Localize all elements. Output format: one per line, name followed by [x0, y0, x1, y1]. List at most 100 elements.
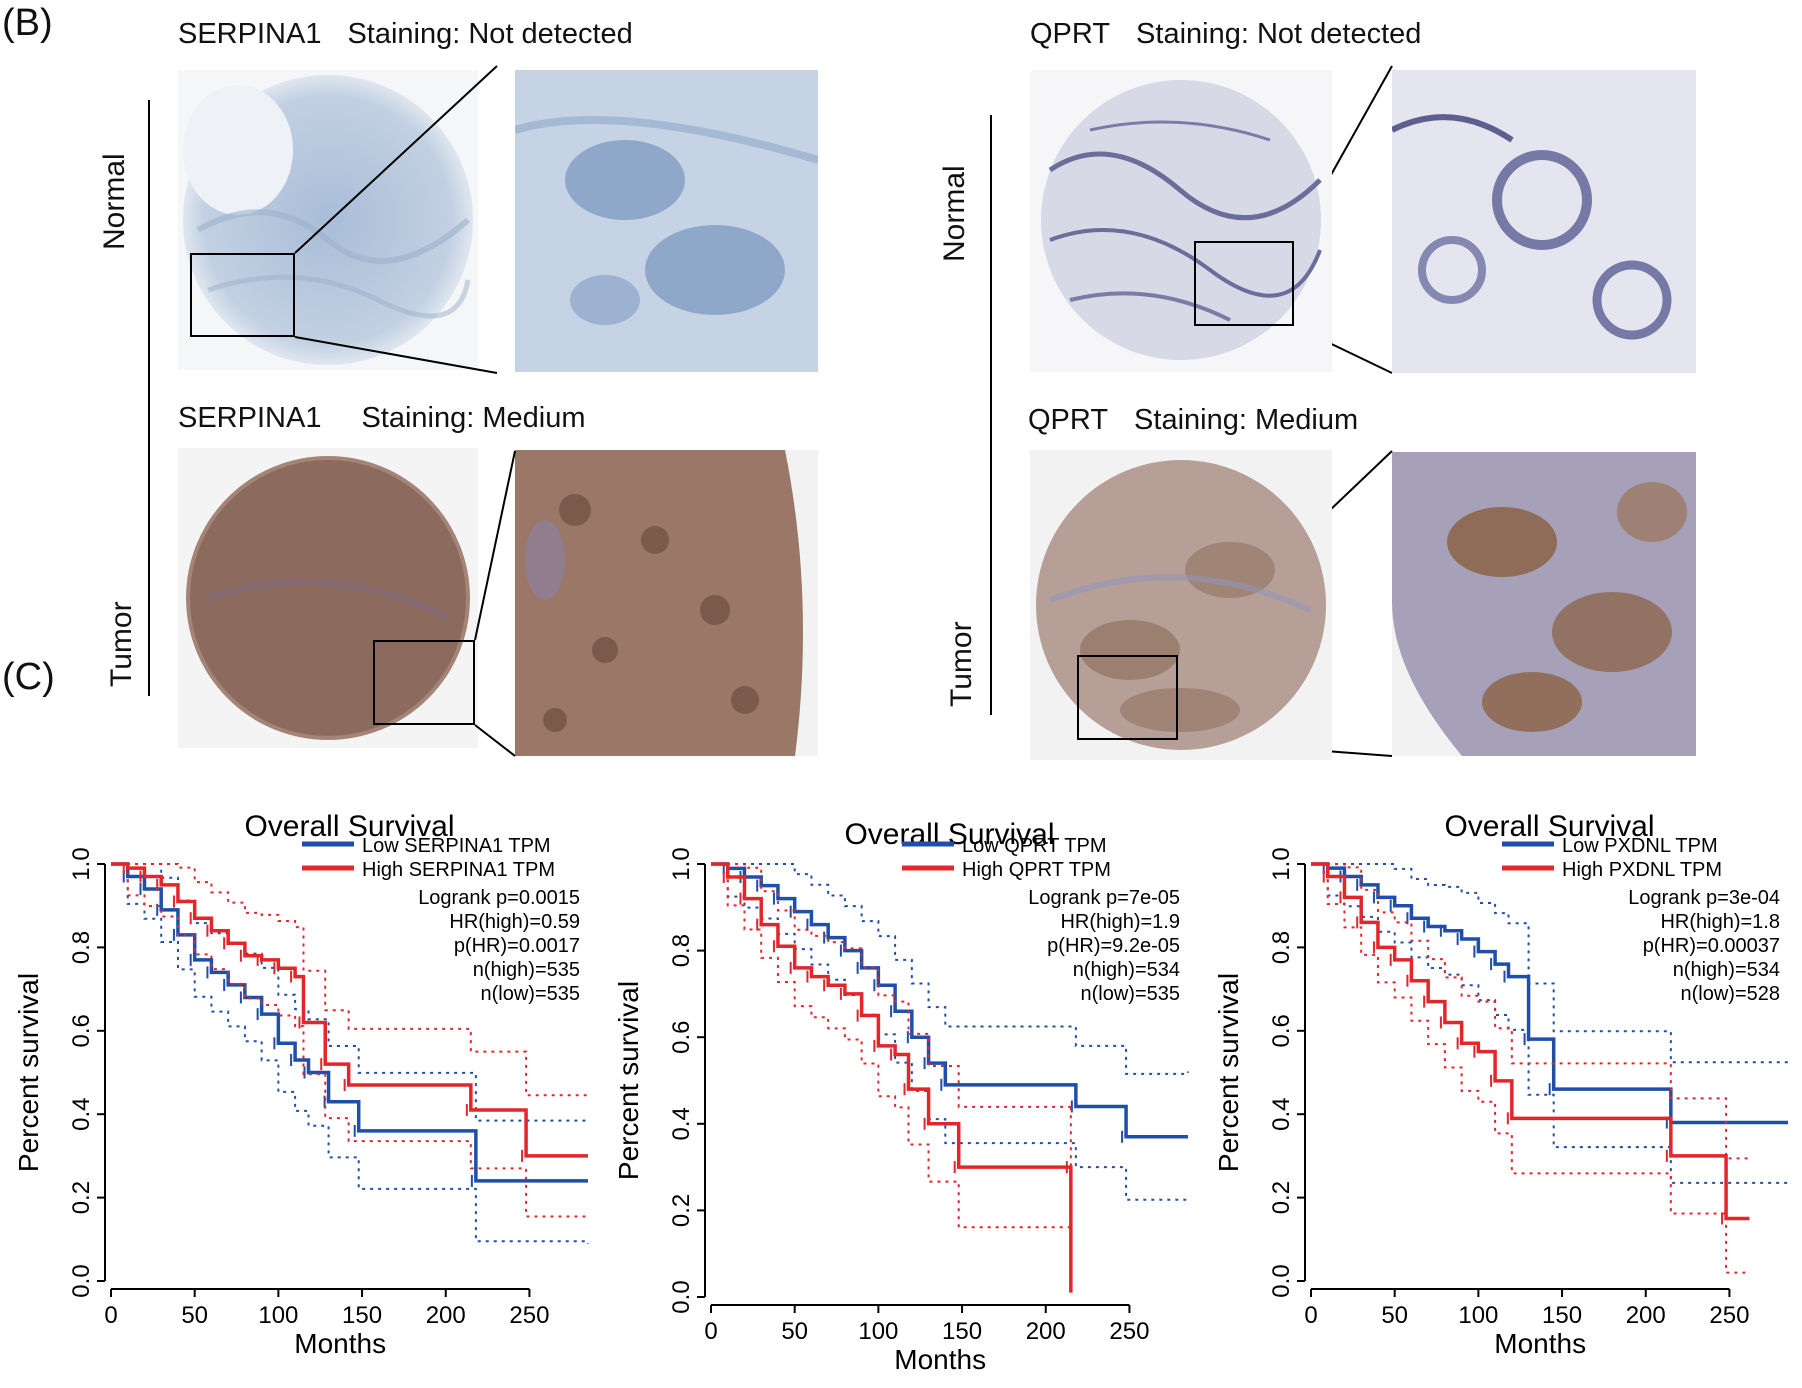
stat-label: HR(high)=1.9 — [1060, 911, 1180, 933]
stat-label: p(HR)=9.2e-05 — [1047, 935, 1180, 957]
y-tick-label: 0.8 — [668, 934, 695, 967]
serpina1-normal-title: SERPINA1 Staining: Not detected — [178, 18, 633, 51]
x-tick-label: 100 — [1458, 1302, 1498, 1329]
x-tick-label: 50 — [181, 1302, 208, 1329]
serpina1-normal-zoom-box — [190, 253, 295, 337]
stat-label: HR(high)=1.8 — [1660, 911, 1780, 933]
x-tick-label: 150 — [342, 1302, 382, 1329]
serpina1-normal-zoom-image — [515, 70, 818, 372]
qprt-tumor-title: QPRT Staining: Medium — [1028, 404, 1358, 437]
x-tick-label: 250 — [1109, 1318, 1149, 1345]
stat-label: HR(high)=0.59 — [449, 911, 580, 933]
stat-label: p(HR)=0.0017 — [454, 935, 580, 957]
x-tick-label: 150 — [942, 1318, 982, 1345]
x-tick-label: 100 — [258, 1302, 298, 1329]
staining-label: Staining: Medium — [1134, 404, 1359, 436]
y-tick-label: 0.6 — [1268, 1014, 1295, 1047]
y-tick-label: 0.8 — [68, 931, 95, 964]
y-axis-label: Percent survival — [13, 973, 44, 1172]
y-tick-label: 0.8 — [1268, 931, 1295, 964]
x-tick-label: 150 — [1542, 1302, 1582, 1329]
y-tick-label: 0.2 — [1268, 1181, 1295, 1214]
qprt-normal-zoom-box — [1194, 241, 1294, 326]
high-ci-upper — [1311, 863, 1751, 1160]
y-tick-label: 0.0 — [68, 1264, 95, 1297]
low-ci-lower — [111, 863, 589, 1244]
high-ci-upper — [711, 863, 1072, 1228]
high-survival-curve — [1311, 862, 1750, 1221]
staining-label: Staining: Medium — [361, 402, 586, 434]
stat-label: n(low)=535 — [1080, 983, 1180, 1005]
high-survival-curve — [711, 862, 1073, 1293]
x-axis-label: Months — [894, 1344, 986, 1375]
right-row-divider — [990, 115, 992, 715]
stat-label: Logrank p=3e-04 — [1628, 887, 1780, 909]
x-tick-label: 250 — [509, 1302, 549, 1329]
stat-label: Logrank p=0.0015 — [418, 887, 580, 909]
panel-label-c: (C) — [2, 656, 55, 698]
x-tick-label: 250 — [1709, 1302, 1749, 1329]
y-tick-label: 0.4 — [668, 1107, 695, 1140]
staining-label: Staining: Not detected — [347, 18, 633, 50]
qprt-normal-title: QPRT Staining: Not detected — [1030, 18, 1421, 51]
y-tick-label: 1.0 — [68, 847, 95, 880]
stat-label: n(high)=534 — [1673, 959, 1780, 981]
x-tick-label: 0 — [1304, 1302, 1317, 1329]
high-survival-curve — [111, 862, 588, 1158]
right-normal-label: Normal — [938, 165, 971, 262]
qprt-normal-core-image — [1030, 70, 1332, 372]
qprt-tumor-core-image — [1030, 450, 1332, 760]
left-tumor-label: Tumor — [105, 601, 138, 687]
y-tick-label: 0.4 — [68, 1098, 95, 1131]
y-tick-label: 0.0 — [668, 1280, 695, 1313]
x-tick-label: 50 — [781, 1318, 808, 1345]
low-ci-upper — [111, 863, 589, 1122]
km-chart-serpina1: Overall Survival 0.0 0.2 0.4 0.6 0.8 1.0 0 50 100… — [13, 810, 589, 1359]
x-axis-label: Months — [1494, 1328, 1586, 1359]
stat-label: n(high)=535 — [473, 959, 580, 981]
stat-label: n(low)=528 — [1680, 983, 1780, 1005]
serpina1-tumor-core-image — [178, 448, 478, 748]
low-survival-curve — [711, 862, 1188, 1139]
stat-label: n(high)=534 — [1073, 959, 1180, 981]
y-tick-label: 1.0 — [1268, 847, 1295, 880]
legend-label: High PXDNL TPM — [1562, 859, 1722, 881]
left-row-divider — [148, 100, 150, 696]
x-tick-label: 0 — [704, 1318, 717, 1345]
x-tick-label: 200 — [1626, 1302, 1666, 1329]
gene-label: QPRT — [1028, 404, 1109, 436]
y-tick-label: 0.2 — [68, 1181, 95, 1214]
y-axis-label: Percent survival — [613, 981, 644, 1180]
y-tick-label: 0.2 — [668, 1194, 695, 1227]
high-ci-upper — [111, 863, 589, 1097]
km-chart-pxdnl: Overall Survival 0.0 0.2 0.4 0.6 0.8 1.0 0 50 100… — [1213, 810, 1789, 1359]
low-survival-curve — [111, 862, 588, 1183]
left-normal-label: Normal — [98, 153, 131, 250]
panel-label-b: (B) — [2, 2, 53, 44]
chart-title: Overall Survival — [244, 810, 454, 843]
x-tick-label: 200 — [426, 1302, 466, 1329]
staining-label: Staining: Not detected — [1136, 18, 1422, 50]
gene-label: SERPINA1 — [178, 18, 322, 50]
qprt-tumor-zoom-box — [1077, 655, 1178, 740]
high-ci-lower — [711, 863, 1072, 1289]
legend-label: High SERPINA1 TPM — [362, 859, 555, 881]
y-tick-label: 0.6 — [668, 1021, 695, 1054]
serpina1-tumor-zoom-box — [373, 640, 475, 725]
x-axis-label: Months — [294, 1328, 386, 1359]
y-tick-label: 0.6 — [68, 1014, 95, 1047]
low-ci-upper — [711, 863, 1189, 1075]
y-tick-label: 0.4 — [1268, 1098, 1295, 1131]
y-tick-label: 0.0 — [1268, 1264, 1295, 1297]
gene-label: QPRT — [1030, 18, 1111, 50]
serpina1-tumor-title: SERPINA1 Staining: Medium — [178, 402, 586, 435]
legend-label: Low PXDNL TPM — [1562, 835, 1718, 857]
x-tick-label: 50 — [1381, 1302, 1408, 1329]
chart-title: Overall Survival — [1444, 810, 1654, 843]
qprt-tumor-zoom-image — [1392, 452, 1696, 756]
y-tick-label: 1.0 — [668, 847, 695, 880]
stat-label: p(HR)=0.00037 — [1643, 935, 1780, 957]
y-axis-label: Percent survival — [1213, 973, 1244, 1172]
legend-label: Low SERPINA1 TPM — [362, 835, 551, 857]
